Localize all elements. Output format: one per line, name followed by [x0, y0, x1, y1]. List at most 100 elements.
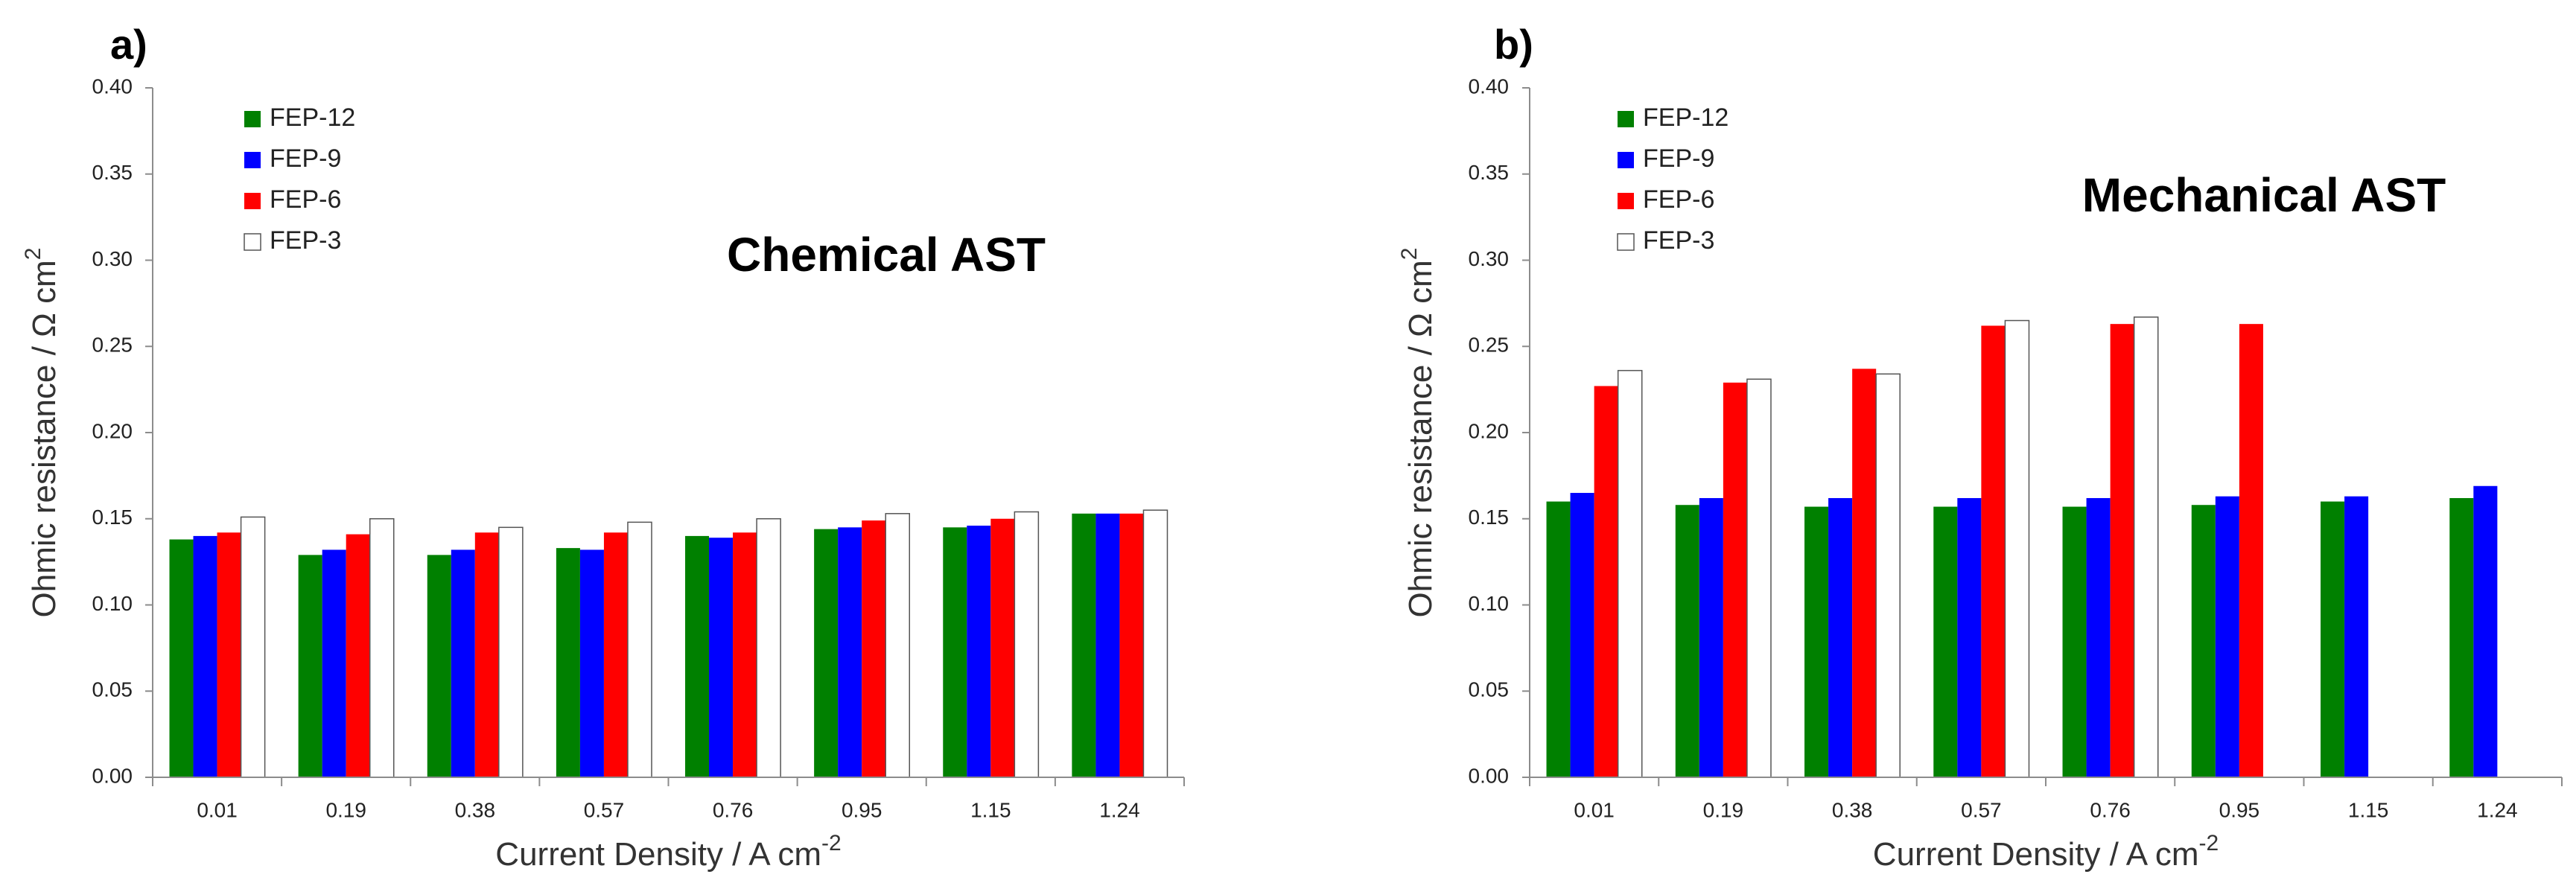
- bar-fep-12-0.19: [1675, 505, 1699, 777]
- y-tick-label: 0.15: [1469, 506, 1510, 529]
- x-tick-label: 0.57: [1961, 798, 2002, 821]
- bar-fep-3-0.01: [1617, 369, 1643, 778]
- x-tick-label: 1.15: [970, 798, 1011, 821]
- chart-panel-a: a) 0.00 0.05 0.10 0.15 0.20 0.25 0.30 0.35 0.40 0.…: [21, 21, 1185, 873]
- y-tick-label: 0.10: [1469, 592, 1510, 615]
- y-tick-label: 0.30: [1469, 247, 1510, 270]
- bar-fep-12-0.19: [298, 555, 322, 777]
- bar-fep-3-0.95: [885, 513, 910, 778]
- x-tick-label: 0.38: [455, 798, 496, 821]
- x-tick-label: 0.57: [584, 798, 625, 821]
- bar-fep-9-0.01: [193, 535, 217, 777]
- x-tick-label: 0.95: [2219, 798, 2260, 821]
- x-tick-label: 0.01: [197, 798, 238, 821]
- bar-fep-3-1.24: [1142, 509, 1168, 778]
- bar-fep-9-1.24: [1095, 513, 1120, 777]
- legend: FEP-12 FEP-9 FEP-6 FEP-3: [244, 103, 355, 255]
- bar-fep-6-0.57: [603, 532, 628, 777]
- legend-label-fep-3: FEP-3: [1643, 226, 1714, 255]
- bar-fep-9-0.95: [2215, 496, 2239, 777]
- bar-fep-9-0.57: [1957, 497, 1982, 777]
- bar-fep-3-1.15: [1014, 511, 1040, 778]
- x-axis-title: Current Density / A cm-2: [495, 831, 841, 873]
- bar-fep-6-0.38: [474, 532, 499, 777]
- bar-fep-6-0.01: [1594, 386, 1618, 777]
- x-axis-title: Current Density / A cm-2: [1873, 831, 2219, 873]
- bar-fep-3-0.19: [1746, 378, 1772, 778]
- bar-fep-12-1.15: [943, 527, 967, 777]
- y-tick-label: 0.25: [92, 334, 133, 357]
- bar-fep-12-0.76: [685, 535, 710, 777]
- x-tick-label: 1.15: [2348, 798, 2389, 821]
- x-tick-label: 1.24: [2477, 798, 2518, 821]
- bar-fep-12-1.24: [2449, 497, 2474, 777]
- y-axis-title: Ohmic resistance / Ω cm2: [21, 247, 63, 617]
- bar-fep-12-0.38: [427, 555, 451, 777]
- legend-label-fep-12: FEP-12: [1643, 103, 1729, 132]
- y-axis-title: Ohmic resistance / Ω cm2: [1397, 247, 1439, 617]
- bar-fep-6-0.19: [346, 534, 370, 777]
- y-axis-title-text: Ohmic resistance / Ω cm: [26, 260, 63, 617]
- bar-fep-9-1.15: [2344, 496, 2369, 777]
- x-tick-label: 0.38: [1832, 798, 1873, 821]
- bar-fep-6-0.19: [1723, 382, 1747, 777]
- legend-swatch-fep-9: [244, 152, 261, 168]
- legend: FEP-12 FEP-9 FEP-6 FEP-3: [1617, 103, 1729, 255]
- panel-label: a): [110, 21, 147, 68]
- bar-fep-9-0.38: [451, 549, 475, 777]
- x-tick-label: 0.76: [2090, 798, 2131, 821]
- bar-fep-9-0.76: [709, 538, 734, 777]
- legend-swatch-fep-3: [244, 233, 261, 251]
- bar-fep-6-0.57: [1981, 325, 2006, 778]
- bar-fep-3-0.76: [756, 518, 781, 778]
- legend-label-fep-9: FEP-9: [270, 144, 341, 173]
- legend-label-fep-9: FEP-9: [1643, 144, 1714, 173]
- x-tick-label: 0.19: [325, 798, 366, 821]
- bar-fep-9-0.38: [1828, 497, 1853, 777]
- y-tick-label: 0.15: [92, 506, 133, 529]
- bar-fep-9-1.15: [967, 526, 991, 777]
- bar-fep-12-0.95: [814, 529, 839, 777]
- bar-fep-3-0.57: [627, 521, 652, 778]
- y-tick-label: 0.25: [1469, 334, 1510, 357]
- y-axis-title-superscript: 2: [1397, 247, 1422, 260]
- legend-label-fep-6: FEP-6: [270, 185, 341, 214]
- bar-fep-9-0.19: [322, 549, 346, 777]
- bar-fep-12-1.24: [1072, 513, 1096, 777]
- legend-label-fep-12: FEP-12: [270, 103, 355, 132]
- bar-fep-12-0.38: [1804, 506, 1829, 777]
- legend-swatch-fep-6: [244, 193, 261, 209]
- bar-fep-12-0.01: [169, 539, 194, 777]
- y-axis-title-superscript: 2: [21, 247, 45, 260]
- bar-fep-12-1.15: [2321, 501, 2345, 777]
- y-tick-label: 0.00: [1469, 764, 1510, 787]
- x-axis-title-superscript: -2: [821, 831, 842, 855]
- bar-fep-3-0.01: [240, 516, 266, 778]
- bar-fep-6-1.15: [990, 518, 1015, 777]
- bar-fep-3-0.76: [2133, 316, 2159, 778]
- x-tick-label: 0.95: [842, 798, 882, 821]
- bar-fep-9-0.57: [579, 549, 604, 777]
- bar-fep-9-0.19: [1699, 497, 1723, 777]
- x-axis-title-text: Current Density / A cm: [1873, 836, 2199, 873]
- bar-fep-12-0.95: [2191, 505, 2216, 777]
- y-tick-label: 0.40: [1469, 74, 1510, 98]
- chart-title: Chemical AST: [727, 228, 1046, 281]
- bar-fep-12-0.01: [1546, 501, 1571, 777]
- legend-label-fep-6: FEP-6: [1643, 185, 1714, 214]
- x-tick-label: 0.19: [1703, 798, 1744, 821]
- y-tick-label: 0.30: [92, 247, 133, 270]
- bar-fep-6-0.95: [2239, 324, 2263, 777]
- bar-fep-6-0.95: [862, 520, 886, 777]
- bar-fep-6-1.24: [1119, 513, 1144, 777]
- legend-swatch-fep-6: [1618, 193, 1634, 209]
- x-tick-label: 0.01: [1574, 798, 1615, 821]
- bar-fep-3-0.38: [1875, 373, 1901, 778]
- y-tick-label: 0.05: [1469, 678, 1510, 701]
- x-axis-title-text: Current Density / A cm: [495, 836, 821, 873]
- bar-fep-9-0.95: [838, 527, 862, 777]
- chart-panel-b: b) 0.00 0.05 0.10 0.15 0.20 0.25 0.30 0.35 0.40 0.…: [1397, 21, 2563, 873]
- y-tick-label: 0.35: [92, 161, 133, 184]
- bar-fep-3-0.38: [498, 526, 524, 778]
